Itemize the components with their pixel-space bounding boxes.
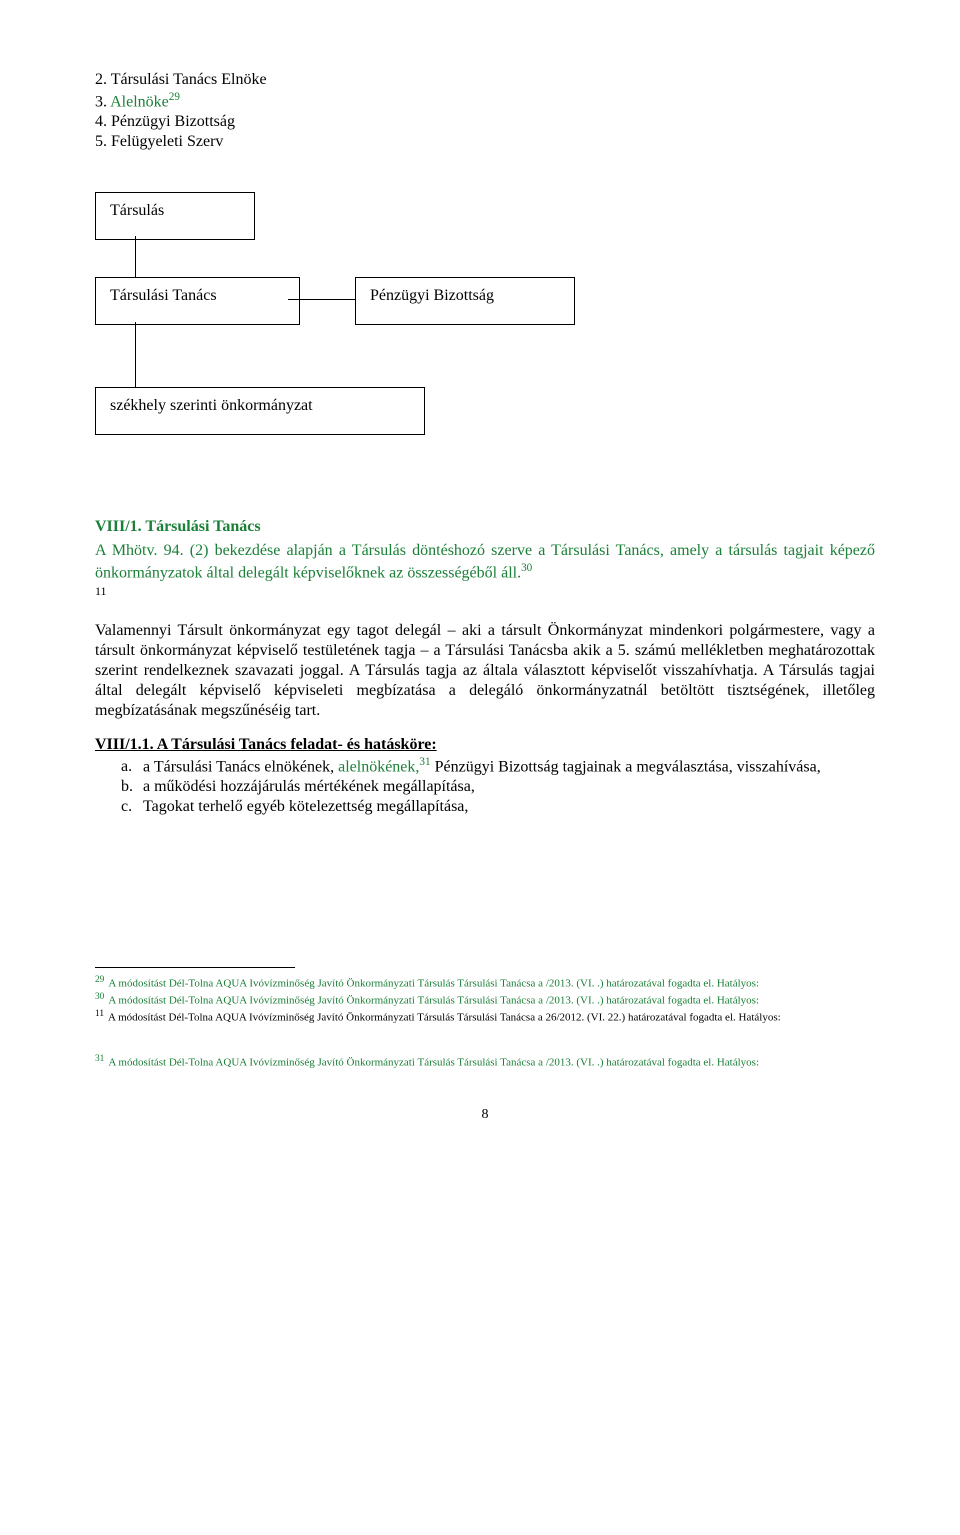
list-item-2: 2. Társulási Tanács Elnöke bbox=[95, 70, 875, 90]
footnote-gap bbox=[95, 1025, 875, 1053]
para1-pre: A bbox=[95, 542, 112, 559]
footnote-30: 30 A módosítást Dél-Tolna AQUA Ivóvízminő… bbox=[95, 991, 875, 1008]
page-number: 8 bbox=[95, 1106, 875, 1124]
paragraph-viii1-intro: A Mhötv. 94. (2) bekezdése alapján a Tár… bbox=[95, 541, 875, 607]
item-c: c.Tagokat terhelő egyéb kötelezettség me… bbox=[143, 797, 875, 817]
item-a-post: Pénzügyi Bizottság tagjainak a megválasz… bbox=[431, 758, 821, 775]
org-box-tarsulas: Társulás bbox=[95, 192, 255, 240]
list-item-3-num: 3. bbox=[95, 93, 110, 110]
footnote-ref-30: 30 bbox=[521, 562, 532, 574]
numbered-list: 2. Társulási Tanács Elnöke 3. Alelnöke29… bbox=[95, 70, 875, 152]
item-b: b.a működési hozzájárulás mértékének meg… bbox=[143, 777, 875, 797]
fn-num-29: 29 bbox=[95, 975, 104, 985]
footnote-separator bbox=[95, 967, 295, 968]
subsection-head: VIII/1.1. A Társulási Tanács feladat- és… bbox=[95, 735, 875, 755]
list-item-3: 3. Alelnöke29 bbox=[95, 90, 875, 112]
footnote-ref-31: 31 bbox=[419, 756, 430, 768]
letter-a: a. bbox=[121, 757, 143, 777]
footnote-ref-29: 29 bbox=[169, 91, 180, 103]
section-head-viii1: VIII/1. Társulási Tanács bbox=[95, 517, 875, 537]
org-box-tanacs: Társulási Tanács bbox=[95, 277, 300, 325]
letter-c: c. bbox=[121, 797, 143, 817]
fn-30-tail: /2013. (VI. .) határozatával fogadta el.… bbox=[543, 995, 759, 1007]
connector-v2 bbox=[135, 322, 136, 387]
fn-num-11: 11 bbox=[95, 1009, 104, 1019]
fn-num-30: 30 bbox=[95, 992, 104, 1002]
item-a-pre: a Társulási Tanács elnökének, bbox=[143, 758, 338, 775]
connector-v1 bbox=[135, 236, 136, 277]
fn-11-body: A módosítást Dél-Tolna AQUA Ivóvízminősé… bbox=[108, 1012, 781, 1024]
footnote-11: 11 A módosítást Dél-Tolna AQUA Ivóvízminő… bbox=[95, 1008, 875, 1025]
fn-30-body: A módosítást Dél-Tolna AQUA Ivóvízminősé… bbox=[108, 995, 543, 1007]
para1-green: Mhötv. 94. (2) bekezdése alapján a Társu… bbox=[95, 542, 875, 581]
letter-b: b. bbox=[121, 777, 143, 797]
connector-h1 bbox=[288, 299, 355, 300]
item-a-green: alelnökének, bbox=[338, 758, 419, 775]
org-box-onkormanyzat: székhely szerinti önkormányzat bbox=[95, 387, 425, 435]
footnote-ref-11: 11 bbox=[95, 584, 107, 598]
fn-31-tail: /2013. (VI. .) határozatával fogadta el.… bbox=[543, 1057, 759, 1069]
list-item-3-green: Alelnöke bbox=[110, 93, 169, 110]
list-item-5: 5. Felügyeleti Szerv bbox=[95, 132, 875, 152]
item-b-text: a működési hozzájárulás mértékének megál… bbox=[143, 778, 475, 795]
org-box-bizottsag: Pénzügyi Bizottság bbox=[355, 277, 575, 325]
footnote-31: 31 A módosítást Dél-Tolna AQUA Ivóvízminő… bbox=[95, 1053, 875, 1070]
list-item-4: 4. Pénzügyi Bizottság bbox=[95, 112, 875, 132]
fn-29-body: A módosítást Dél-Tolna AQUA Ivóvízminősé… bbox=[108, 978, 543, 990]
item-c-text: Tagokat terhelő egyéb kötelezettség megá… bbox=[143, 798, 468, 815]
item-a: a.a Társulási Tanács elnökének, alelnöké… bbox=[143, 755, 875, 777]
footnote-29: 29 A módosítást Dél-Tolna AQUA Ivóvízminő… bbox=[95, 974, 875, 991]
fn-num-31: 31 bbox=[95, 1054, 104, 1064]
fn-31-body: A módosítást Dél-Tolna AQUA Ivóvízminősé… bbox=[108, 1057, 543, 1069]
paragraph-main: Valamennyi Társult önkormányzat egy tago… bbox=[95, 621, 875, 721]
fn-29-tail: /2013. (VI. .) határozatával fogadta el.… bbox=[543, 978, 759, 990]
org-chart: Társulás Társulási Tanács Pénzügyi Bizot… bbox=[95, 192, 875, 462]
